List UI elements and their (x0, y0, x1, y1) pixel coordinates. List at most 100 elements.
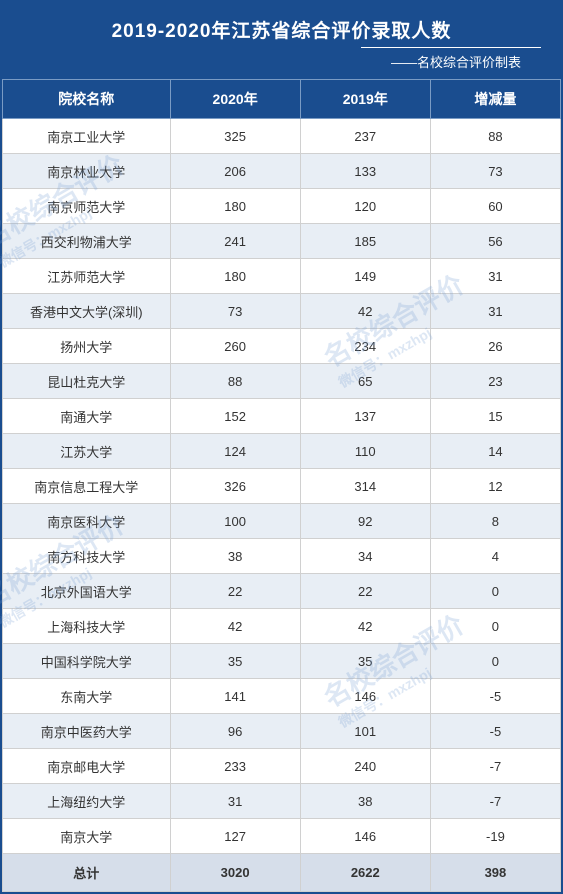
cell-value: 146 (300, 819, 430, 854)
cell-value: 42 (300, 609, 430, 644)
cell-value: -5 (430, 679, 560, 714)
cell-name: 南京师范大学 (3, 189, 171, 224)
cell-value: 149 (300, 259, 430, 294)
table-row: 南通大学15213715 (3, 399, 561, 434)
total-value: 2622 (300, 854, 430, 892)
cell-name: 香港中文大学(深圳) (3, 294, 171, 329)
cell-value: 73 (430, 154, 560, 189)
cell-value: 0 (430, 644, 560, 679)
page-title: 2019-2020年江苏省综合评价录取人数 (12, 16, 551, 43)
cell-value: 73 (170, 294, 300, 329)
table-row: 中国科学院大学35350 (3, 644, 561, 679)
cell-value: 22 (300, 574, 430, 609)
cell-value: 206 (170, 154, 300, 189)
cell-name: 南京大学 (3, 819, 171, 854)
cell-value: 133 (300, 154, 430, 189)
table-row: 香港中文大学(深圳)734231 (3, 294, 561, 329)
cell-value: 35 (300, 644, 430, 679)
cell-name: 江苏师范大学 (3, 259, 171, 294)
col-header-2019: 2019年 (300, 80, 430, 119)
cell-value: 314 (300, 469, 430, 504)
cell-name: 北京外国语大学 (3, 574, 171, 609)
table-row: 南京工业大学32523788 (3, 119, 561, 154)
cell-value: 65 (300, 364, 430, 399)
header: 2019-2020年江苏省综合评价录取人数 ——名校综合评价制表 (2, 2, 561, 79)
cell-value: 326 (170, 469, 300, 504)
cell-name: 昆山杜克大学 (3, 364, 171, 399)
cell-name: 扬州大学 (3, 329, 171, 364)
cell-name: 中国科学院大学 (3, 644, 171, 679)
cell-value: 92 (300, 504, 430, 539)
cell-value: 241 (170, 224, 300, 259)
cell-value: 35 (170, 644, 300, 679)
cell-value: 137 (300, 399, 430, 434)
table-row: 南京大学127146-19 (3, 819, 561, 854)
main-container: 2019-2020年江苏省综合评价录取人数 ——名校综合评价制表 院校名称 20… (0, 0, 563, 894)
cell-value: 110 (300, 434, 430, 469)
cell-value: 88 (430, 119, 560, 154)
cell-value: 180 (170, 189, 300, 224)
col-header-diff: 增减量 (430, 80, 560, 119)
cell-name: 南京工业大学 (3, 119, 171, 154)
cell-value: 38 (300, 784, 430, 819)
cell-value: 325 (170, 119, 300, 154)
cell-value: 34 (300, 539, 430, 574)
cell-value: 185 (300, 224, 430, 259)
cell-value: 0 (430, 609, 560, 644)
cell-value: 31 (430, 259, 560, 294)
cell-name: 南京中医药大学 (3, 714, 171, 749)
cell-value: 120 (300, 189, 430, 224)
table-row: 南京师范大学18012060 (3, 189, 561, 224)
table-row: 南方科技大学38344 (3, 539, 561, 574)
cell-value: 124 (170, 434, 300, 469)
cell-value: 180 (170, 259, 300, 294)
cell-name: 南京医科大学 (3, 504, 171, 539)
cell-value: 42 (300, 294, 430, 329)
table-row: 扬州大学26023426 (3, 329, 561, 364)
col-header-name: 院校名称 (3, 80, 171, 119)
cell-value: 22 (170, 574, 300, 609)
table-row: 江苏师范大学18014931 (3, 259, 561, 294)
table-row: 北京外国语大学22220 (3, 574, 561, 609)
cell-value: 141 (170, 679, 300, 714)
cell-value: 42 (170, 609, 300, 644)
cell-value: -7 (430, 784, 560, 819)
table-row: 江苏大学12411014 (3, 434, 561, 469)
table-row: 昆山杜克大学886523 (3, 364, 561, 399)
table-row: 上海科技大学42420 (3, 609, 561, 644)
cell-value: 23 (430, 364, 560, 399)
cell-name: 西交利物浦大学 (3, 224, 171, 259)
table-row: 西交利物浦大学24118556 (3, 224, 561, 259)
total-value: 3020 (170, 854, 300, 892)
cell-name: 南方科技大学 (3, 539, 171, 574)
cell-value: 15 (430, 399, 560, 434)
cell-value: 38 (170, 539, 300, 574)
cell-name: 南京林业大学 (3, 154, 171, 189)
cell-value: -19 (430, 819, 560, 854)
cell-value: 31 (170, 784, 300, 819)
cell-name: 南京信息工程大学 (3, 469, 171, 504)
cell-value: 4 (430, 539, 560, 574)
cell-name: 上海纽约大学 (3, 784, 171, 819)
cell-value: 152 (170, 399, 300, 434)
cell-value: 12 (430, 469, 560, 504)
table-row: 南京信息工程大学32631412 (3, 469, 561, 504)
table-row: 南京医科大学100928 (3, 504, 561, 539)
cell-value: 101 (300, 714, 430, 749)
cell-value: 237 (300, 119, 430, 154)
cell-value: 88 (170, 364, 300, 399)
cell-name: 江苏大学 (3, 434, 171, 469)
header-row: 院校名称 2020年 2019年 增减量 (3, 80, 561, 119)
cell-value: 260 (170, 329, 300, 364)
total-row: 总计30202622398 (3, 854, 561, 892)
page-subtitle: ——名校综合评价制表 (361, 47, 541, 71)
cell-value: 0 (430, 574, 560, 609)
cell-value: 14 (430, 434, 560, 469)
cell-name: 上海科技大学 (3, 609, 171, 644)
table-row: 南京林业大学20613373 (3, 154, 561, 189)
cell-value: 8 (430, 504, 560, 539)
cell-value: 234 (300, 329, 430, 364)
cell-value: 100 (170, 504, 300, 539)
total-label: 总计 (3, 854, 171, 892)
cell-name: 东南大学 (3, 679, 171, 714)
